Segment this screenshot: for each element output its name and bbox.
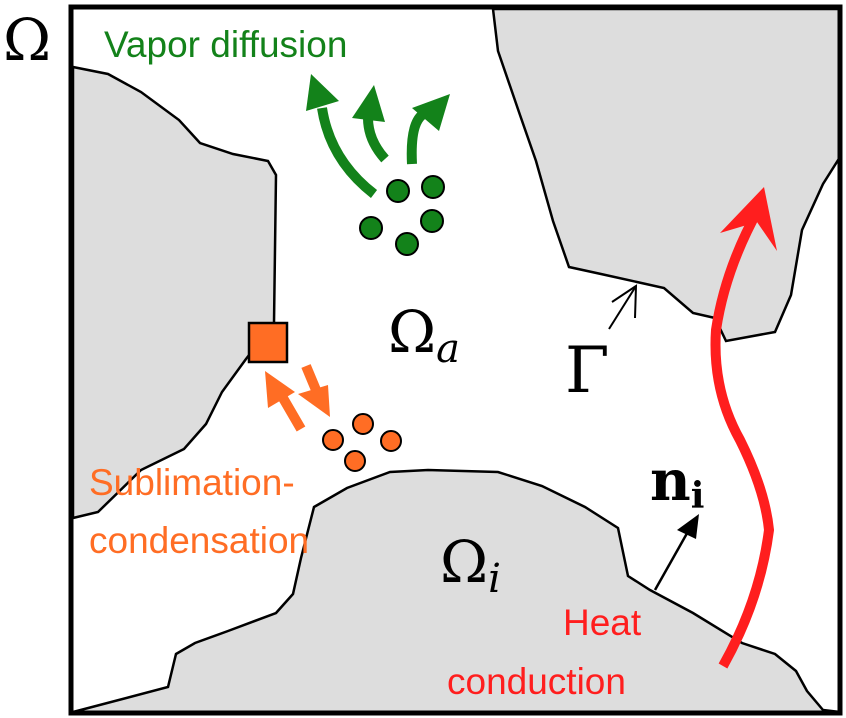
ice-grain-left — [71, 65, 278, 520]
sublimation-site — [247, 321, 289, 364]
heat-arrowhead — [720, 187, 777, 251]
sublimation-arrowheads — [265, 371, 330, 417]
air-domain-label: Ωa — [388, 298, 460, 372]
sublimation-molecules — [322, 413, 402, 472]
heat-arrow — [710, 207, 775, 669]
vapor-molecules — [359, 175, 445, 256]
heat-label-line2: conduction — [447, 661, 626, 702]
interface-pointer-arrow — [608, 285, 637, 330]
vapor-diffusion-label: Vapor diffusion — [104, 24, 347, 65]
normal-arrowhead — [677, 514, 699, 539]
vapor-arrows — [317, 107, 426, 198]
domain-label: Ω — [3, 6, 51, 74]
normal-label: ni — [650, 448, 704, 517]
ice-domain-label: Ωi — [440, 528, 501, 602]
interface-pointer-head — [611, 284, 638, 319]
sublimation-label-line1: Sublimation- — [89, 462, 295, 503]
vapor-arrowheads — [306, 74, 450, 131]
interface-label: Γ — [565, 334, 609, 408]
sublimation-label-line2: condensation — [89, 520, 309, 561]
heat-label-line1: Heat — [563, 602, 642, 643]
domain-boundary — [68, 4, 843, 716]
sublimation-arrows — [278, 364, 321, 432]
ice-grain-bottom — [72, 468, 841, 714]
normal-arrow — [653, 527, 692, 591]
ice-grain-top-right — [491, 7, 842, 343]
